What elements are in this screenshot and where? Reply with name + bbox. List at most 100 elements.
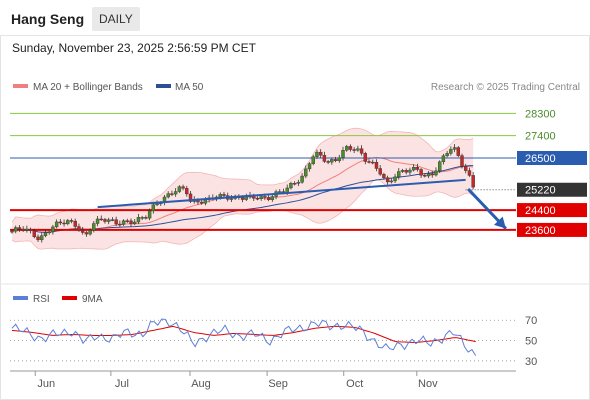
candle-body — [121, 220, 126, 225]
legend-bollinger: MA 20 + Bollinger Bands — [33, 82, 143, 93]
legend-swatch-rsi — [13, 296, 28, 300]
level-badge-26500 — [517, 151, 587, 165]
candle-body — [304, 168, 308, 177]
candle-body — [356, 148, 360, 151]
level-badge-23600 — [517, 222, 587, 237]
candle-body — [144, 217, 148, 219]
candle-body — [411, 167, 416, 171]
candle-body — [103, 219, 107, 222]
candle-body — [188, 193, 193, 202]
candle-body — [170, 193, 174, 195]
candle-body — [437, 161, 442, 172]
candle-body — [385, 177, 390, 183]
month-label-oct: Oct — [346, 378, 363, 390]
candle-body — [397, 171, 401, 178]
candle-body — [330, 159, 334, 163]
candle-body — [173, 191, 178, 195]
candle-body — [415, 167, 420, 170]
candle-body — [14, 227, 18, 232]
candle-body — [445, 153, 449, 157]
legend-swatch-rsi-ma — [62, 296, 77, 300]
candle-body — [285, 187, 289, 193]
level-label-28300: 28300 — [525, 108, 556, 120]
candle-body — [467, 170, 472, 176]
month-label-jun: Jun — [37, 378, 55, 390]
candle-body — [66, 220, 70, 225]
candle-body — [359, 148, 364, 154]
candle-body — [155, 203, 159, 206]
candle-body — [240, 197, 245, 200]
candle-body — [88, 230, 92, 235]
candle-body — [99, 218, 103, 221]
candle-body — [17, 227, 22, 230]
rsi-tick-50: 50 — [525, 336, 537, 348]
candle-body — [10, 230, 14, 233]
candle-body — [363, 153, 368, 162]
candle-body — [21, 228, 25, 231]
candle-body — [460, 155, 464, 167]
candle-body — [54, 221, 59, 228]
legend-rsi-ma: 9MA — [82, 294, 103, 305]
month-label-aug: Aug — [191, 378, 211, 390]
candle-body — [341, 150, 345, 158]
candle-body — [471, 175, 475, 188]
candle-body — [300, 175, 304, 183]
candle-body — [371, 161, 375, 164]
candle-body — [40, 235, 44, 241]
candle-body — [151, 204, 156, 212]
candle-body — [426, 173, 431, 177]
level-label-26500: 26500 — [525, 153, 556, 165]
candle-body — [229, 198, 234, 200]
candle-body — [69, 220, 74, 222]
candle-body — [315, 151, 319, 157]
candle-body — [441, 155, 446, 163]
candle-body — [292, 183, 297, 185]
candle-body — [263, 196, 267, 198]
candle-body — [393, 176, 397, 182]
candle-body — [133, 221, 137, 224]
candle-body — [404, 170, 408, 173]
candle-body — [352, 149, 356, 151]
candle-body — [311, 156, 315, 164]
legend-swatch-ma50 — [156, 84, 171, 88]
candle-body — [77, 226, 81, 231]
candle-body — [378, 168, 382, 175]
level-badge-24400 — [517, 203, 587, 218]
level-label-25220: 25220 — [525, 185, 556, 197]
candle-body — [47, 231, 51, 234]
candle-body — [129, 220, 133, 224]
bollinger-lower-line — [11, 178, 474, 250]
candle-body — [348, 146, 353, 150]
candle-body — [58, 221, 63, 224]
candle-body — [147, 210, 152, 219]
candle-body — [266, 197, 271, 200]
month-label-sep: Sep — [268, 378, 288, 390]
trendline — [97, 178, 466, 209]
candle-body — [92, 223, 96, 231]
candle-body — [255, 198, 260, 200]
candle-body — [318, 151, 323, 156]
candle-body — [270, 196, 275, 200]
candle-body — [430, 173, 434, 176]
candle-body — [423, 175, 427, 177]
candle-body — [222, 194, 226, 196]
legend-ma50: MA 50 — [175, 82, 204, 93]
candle-body — [80, 230, 85, 233]
month-label-jul: Jul — [115, 378, 129, 390]
candle-body — [434, 170, 438, 176]
candle-body — [95, 218, 100, 224]
instrument-title: Hang Seng — [11, 11, 85, 27]
period-button[interactable]: DAILY — [92, 7, 140, 31]
candle-body — [140, 217, 144, 219]
candle-body — [218, 194, 222, 198]
candle-body — [307, 163, 312, 170]
candle-body — [345, 146, 349, 151]
candle-body — [382, 174, 386, 178]
candle-body — [259, 196, 263, 199]
chart-header: Hang Seng DAILY — [0, 0, 590, 36]
candle-body — [177, 186, 182, 192]
candle-body — [136, 217, 141, 223]
candle-body — [374, 162, 379, 169]
candle-body — [118, 223, 122, 226]
candle-body — [114, 219, 118, 225]
